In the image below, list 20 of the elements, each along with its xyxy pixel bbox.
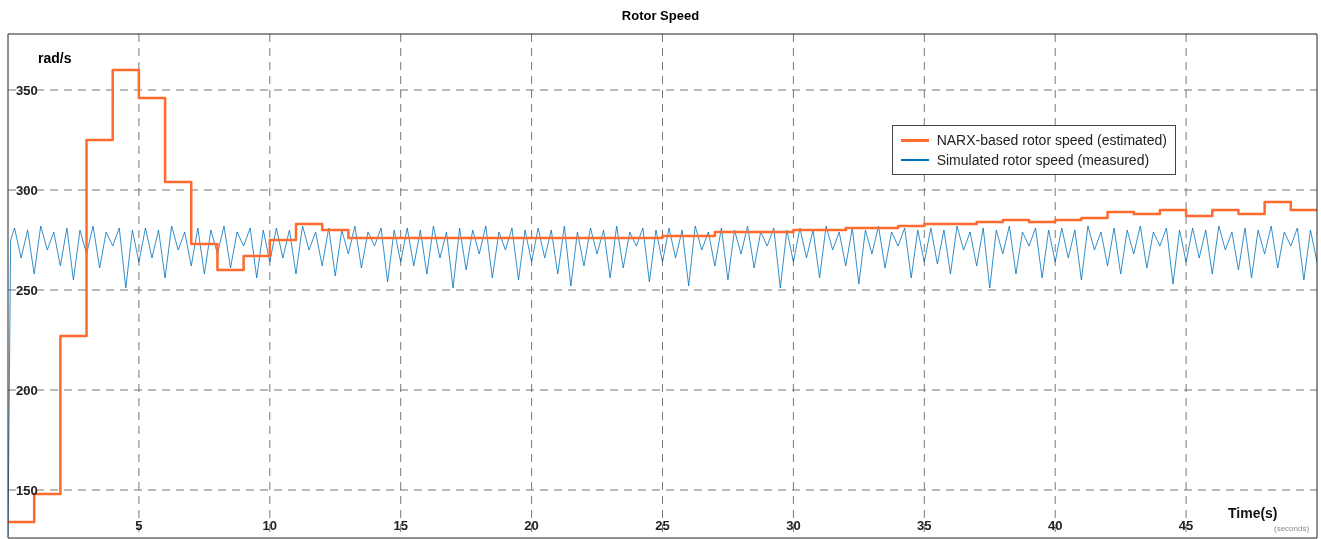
annotation: (seconds)	[1274, 524, 1310, 533]
x-tick-label: 25	[655, 518, 670, 533]
y-tick-label: 200	[16, 382, 38, 398]
y-tick-label: 300	[16, 182, 38, 198]
x-tick-label: 30	[786, 518, 801, 533]
y-tick-label: 150	[16, 482, 38, 498]
chart-title: Rotor Speed	[620, 8, 701, 23]
legend-label: Simulated rotor speed (measured)	[936, 151, 1150, 170]
x-tick-label: 45	[1178, 518, 1194, 533]
annotation: Time(s)	[1228, 505, 1278, 521]
y-axis-title: rad/s	[38, 50, 72, 66]
legend-label: NARX-based rotor speed (estimated)	[936, 131, 1167, 150]
x-tick-label: 20	[524, 518, 539, 533]
y-tick-label: 350	[16, 82, 38, 98]
y-tick-label: 250	[16, 282, 38, 298]
x-tick-label: 40	[1047, 518, 1063, 533]
x-tick-label: 35	[917, 518, 932, 533]
x-tick-label: 10	[262, 518, 278, 533]
x-tick-label: 5	[135, 518, 143, 533]
x-tick-label: 15	[393, 518, 408, 533]
